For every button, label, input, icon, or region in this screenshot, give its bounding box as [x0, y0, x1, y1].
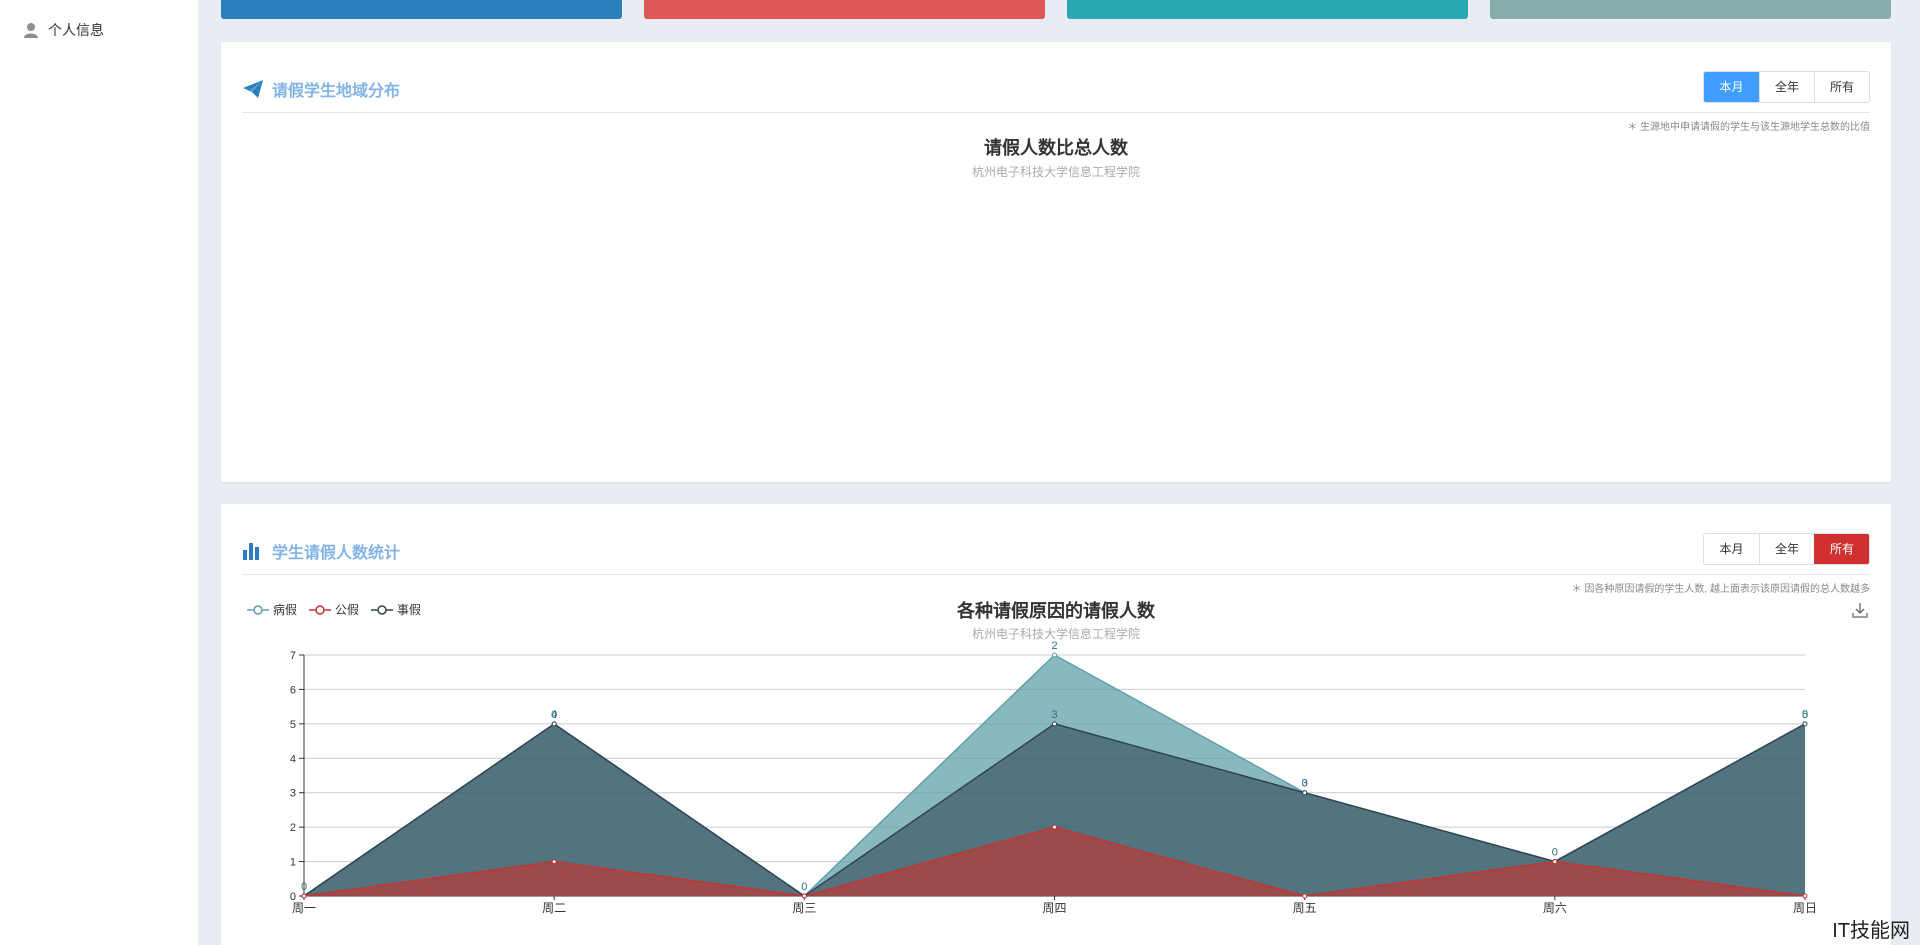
data-point — [1552, 859, 1558, 865]
sidebar: 个人信息 — [0, 0, 198, 945]
data-point — [1052, 824, 1057, 830]
legend-item[interactable]: 公假 — [309, 601, 359, 618]
x-tick-label: 周六 — [1543, 901, 1567, 915]
data-label: 3 — [1051, 709, 1057, 721]
stats-panel-title-text: 学生请假人数统计 — [272, 545, 401, 562]
x-tick-label: 周二 — [542, 901, 566, 915]
stat-card-3[interactable] — [1067, 0, 1468, 19]
data-label: 3 — [1302, 778, 1308, 790]
data-point — [1802, 721, 1808, 727]
region-btn-all[interactable]: 所有 — [1814, 72, 1869, 102]
data-point — [1302, 790, 1308, 796]
legend-label: 事假 — [397, 603, 422, 617]
region-divider — [242, 112, 1870, 113]
data-point — [301, 893, 307, 899]
y-tick-label: 4 — [290, 753, 296, 765]
x-tick-label: 周四 — [1042, 901, 1066, 915]
data-label: 5 — [1802, 709, 1808, 721]
data-point — [801, 893, 807, 899]
download-icon[interactable] — [1851, 601, 1869, 624]
series-line — [303, 654, 1806, 897]
stats-btn-all[interactable]: 所有 — [1814, 534, 1869, 564]
series-line — [303, 722, 1806, 897]
stats-note: ＊ 因各种原因请假的学生人数, 越上面表示该原因请假的总人数越多 — [1571, 584, 1870, 595]
area-1 — [304, 827, 1805, 896]
stat-card-2[interactable] — [644, 0, 1045, 19]
data-point — [1552, 859, 1558, 865]
data-point — [1052, 721, 1057, 727]
y-tick-label: 2 — [290, 822, 296, 834]
data-label: 0 — [801, 881, 807, 893]
data-label: 4 — [551, 709, 557, 721]
data-label: 0 — [1302, 778, 1308, 790]
region-range-toggle: 本月 全年 所有 — [1703, 71, 1870, 103]
data-point — [1802, 893, 1808, 899]
series-line — [303, 826, 1806, 897]
region-chart-title: 请假人数比总人数 — [984, 138, 1128, 158]
watermark: IT技能网 — [1832, 920, 1910, 942]
user-icon — [22, 21, 40, 39]
y-tick-label: 7 — [290, 650, 296, 662]
region-panel: 请假学生地域分布 本月 全年 所有 ＊ 生源地中申请请假的学生与该生源地学生总数… — [221, 42, 1891, 482]
data-point — [1302, 790, 1308, 796]
region-btn-year[interactable]: 全年 — [1759, 72, 1814, 102]
data-point — [801, 893, 807, 899]
data-point — [801, 893, 807, 899]
region-note: ＊ 生源地中申请请假的学生与该生源地学生总数的比值 — [1627, 122, 1870, 133]
data-point — [301, 893, 307, 899]
bar-chart-icon — [242, 541, 264, 561]
chart-legend: 病假 公假 事假 — [247, 601, 421, 618]
data-label: 0 — [1552, 847, 1558, 859]
stats-range-toggle: 本月 全年 所有 — [1703, 533, 1870, 565]
legend-label: 病假 — [273, 603, 298, 617]
region-chart-subtitle: 杭州电子科技大学信息工程学院 — [971, 165, 1140, 179]
legend-marker — [247, 604, 269, 615]
data-point — [551, 721, 557, 727]
sidebar-item-profile[interactable]: 个人信息 — [22, 20, 104, 40]
leave-chart-subtitle: 杭州电子科技大学信息工程学院 — [971, 627, 1140, 641]
legend-marker — [309, 604, 332, 615]
region-panel-title-text: 请假学生地域分布 — [272, 83, 401, 100]
legend-item[interactable]: 事假 — [371, 601, 421, 618]
y-tick-label: 6 — [290, 684, 296, 696]
y-tick-label: 0 — [290, 891, 296, 903]
y-tick-label: 5 — [290, 719, 296, 731]
data-point — [1052, 652, 1057, 658]
stats-btn-year[interactable]: 全年 — [1759, 534, 1814, 564]
stats-panel: 学生请假人数统计 本月 全年 所有 ＊ 因各种原因请假的学生人数, 越上面表示该… — [221, 504, 1891, 945]
sidebar-item-label: 个人信息 — [48, 22, 104, 38]
stats-btn-month[interactable]: 本月 — [1704, 534, 1759, 564]
x-tick-label: 周日 — [1793, 901, 1817, 915]
data-point — [551, 721, 557, 727]
data-point — [301, 893, 307, 899]
stats-divider — [242, 574, 1870, 575]
data-point — [551, 859, 557, 865]
stat-card-4[interactable] — [1490, 0, 1891, 19]
x-tick-label: 周一 — [292, 901, 316, 915]
x-tick-label: 周五 — [1293, 901, 1317, 915]
stat-card-1[interactable] — [221, 0, 622, 19]
data-point — [1552, 859, 1558, 865]
paper-plane-icon — [242, 79, 264, 99]
area-2 — [304, 723, 1805, 896]
x-tick-label: 周三 — [792, 901, 816, 915]
area-0 — [304, 655, 1805, 896]
data-label: 0 — [551, 709, 557, 721]
region-btn-month[interactable]: 本月 — [1704, 72, 1759, 102]
stats-panel-title: 学生请假人数统计 — [242, 539, 400, 563]
legend-label: 公假 — [335, 603, 360, 617]
legend-item[interactable]: 病假 — [247, 601, 297, 618]
y-tick-label: 1 — [290, 857, 296, 869]
data-label: 0 — [301, 881, 307, 893]
data-point — [1802, 721, 1808, 727]
region-panel-title: 请假学生地域分布 — [242, 77, 400, 101]
legend-marker — [371, 604, 394, 615]
leave-chart-title: 各种请假原因的请假人数 — [957, 601, 1155, 621]
data-label: 0 — [1802, 709, 1808, 721]
data-point — [1302, 893, 1308, 899]
y-tick-label: 3 — [290, 788, 296, 800]
